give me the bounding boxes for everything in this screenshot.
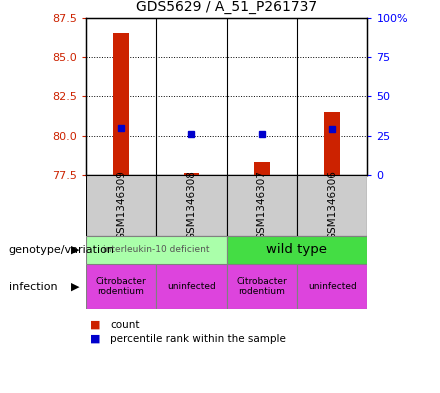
Text: genotype/variation: genotype/variation [9, 245, 115, 255]
Text: percentile rank within the sample: percentile rank within the sample [110, 334, 286, 344]
Text: Citrobacter
rodentium: Citrobacter rodentium [95, 277, 147, 296]
Bar [113, 33, 129, 175]
Text: GSM1346307: GSM1346307 [257, 171, 267, 240]
FancyBboxPatch shape [297, 264, 367, 309]
FancyBboxPatch shape [156, 264, 227, 309]
FancyBboxPatch shape [297, 175, 367, 236]
Text: wild type: wild type [267, 243, 327, 257]
FancyBboxPatch shape [86, 236, 227, 264]
FancyBboxPatch shape [86, 264, 156, 309]
Text: GSM1346308: GSM1346308 [187, 171, 196, 240]
FancyBboxPatch shape [227, 236, 367, 264]
FancyBboxPatch shape [86, 175, 156, 236]
Text: infection: infection [9, 282, 58, 292]
Text: uninfected: uninfected [308, 282, 356, 291]
Text: interleukin-10 deficient: interleukin-10 deficient [103, 246, 209, 254]
FancyBboxPatch shape [227, 175, 297, 236]
Text: count: count [110, 320, 139, 330]
Bar [324, 112, 340, 175]
Text: GSM1346306: GSM1346306 [327, 171, 337, 240]
Text: Citrobacter
rodentium: Citrobacter rodentium [236, 277, 287, 296]
Text: ■: ■ [90, 320, 101, 330]
Text: uninfected: uninfected [167, 282, 216, 291]
Bar [183, 173, 199, 175]
Text: ▶: ▶ [70, 282, 79, 292]
FancyBboxPatch shape [227, 264, 297, 309]
Title: GDS5629 / A_51_P261737: GDS5629 / A_51_P261737 [136, 0, 317, 14]
FancyBboxPatch shape [156, 175, 227, 236]
Text: ▶: ▶ [70, 245, 79, 255]
Bar [254, 162, 270, 175]
Text: GSM1346309: GSM1346309 [116, 171, 126, 240]
Text: ■: ■ [90, 334, 101, 344]
